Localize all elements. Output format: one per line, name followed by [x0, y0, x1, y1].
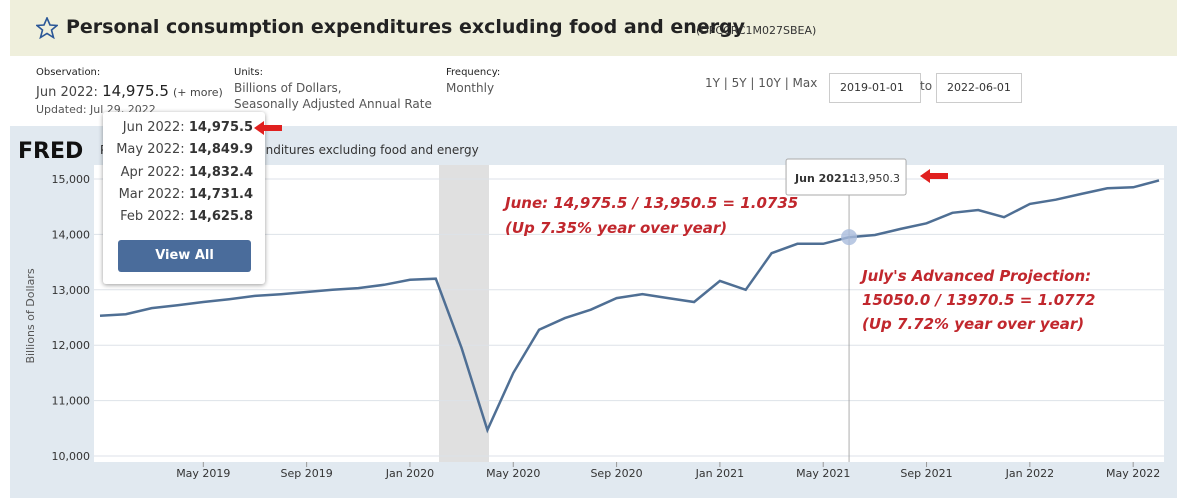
- x-tick-label: Jan 2022: [1005, 467, 1054, 480]
- tooltip-date: Jun 2021:: [794, 172, 854, 185]
- units-line1: Billions of Dollars,: [234, 81, 342, 95]
- y-tick-label: 15,000: [52, 173, 91, 186]
- x-tick-label: Sep 2020: [590, 467, 642, 480]
- annotation: June: 14,975.5 / 13,950.5 = 1.0735: [502, 194, 798, 212]
- series-id: (DPCCRC1M027SBEA): [696, 24, 817, 37]
- popup-date: Jun 2022:: [122, 120, 185, 135]
- obs-value: 14,975.5: [102, 82, 169, 100]
- freq-value: Monthly: [446, 81, 495, 95]
- annotation: (Up 7.72% year over year): [862, 315, 1084, 333]
- x-tick-label: Sep 2021: [900, 467, 952, 480]
- red-arrow: [254, 121, 282, 135]
- popup-value: 14,625.8: [188, 209, 253, 225]
- chart: FRED Personal consumption expenditures e…: [10, 126, 1177, 498]
- annotation: 15050.0 / 13970.5 = 1.0772: [862, 291, 1095, 309]
- obs-line: Jun 2022: 14,975.5 (+ more): [36, 82, 223, 100]
- obs-label: Observation:: [36, 67, 101, 78]
- range-to: to: [920, 79, 933, 93]
- x-tick-label: Jan 2021: [695, 467, 744, 480]
- y-tick-label: 14,000: [52, 228, 91, 241]
- end-date[interactable]: 2022-06-01: [936, 73, 1022, 103]
- units-label: Units:: [234, 67, 263, 78]
- popup-row: May 2022: 14,849.9: [103, 142, 253, 157]
- y-tick-label: 13,000: [52, 284, 91, 297]
- popup-row: Feb 2022: 14,625.8: [103, 209, 253, 224]
- view-all-button[interactable]: View All: [118, 240, 251, 272]
- hover-point: [841, 229, 858, 246]
- units-line2: Seasonally Adjusted Annual Rate: [234, 97, 432, 111]
- popup-value: 14,849.9: [188, 142, 253, 158]
- x-tick-label: Sep 2019: [281, 467, 333, 480]
- plot-area: [94, 165, 1164, 462]
- popup-row: Apr 2022: 14,832.4: [103, 165, 253, 180]
- start-date[interactable]: 2019-01-01: [829, 73, 921, 103]
- tooltip-value: 13,950.3: [851, 172, 900, 185]
- popup-date: Mar 2022:: [118, 186, 185, 202]
- obs-more[interactable]: (+ more): [173, 86, 223, 99]
- x-tick-label: May 2022: [1106, 467, 1160, 480]
- x-tick-label: May 2021: [796, 467, 850, 480]
- popup-row: Mar 2022: 14,731.4: [103, 187, 253, 202]
- popup-value: 14,832.4: [188, 164, 253, 180]
- popup-row: Jun 2022: 14,975.5: [103, 120, 253, 135]
- popup-value: 14,975.5: [188, 120, 253, 135]
- y-tick-label: 11,000: [52, 395, 91, 408]
- freq-label: Frequency:: [446, 67, 501, 78]
- y-tick-label: 12,000: [52, 339, 91, 352]
- x-tick-label: May 2019: [176, 467, 230, 480]
- annotation: (Up 7.35% year over year): [505, 219, 727, 237]
- series-line: [99, 179, 1160, 434]
- fred-logo: FRED: [18, 139, 83, 164]
- star-icon[interactable]: [36, 17, 58, 39]
- y-tick-label: 10,000: [52, 450, 91, 463]
- popup-date: Apr 2022:: [120, 164, 185, 180]
- recession-shading: [439, 165, 489, 462]
- popup-date: Feb 2022:: [120, 209, 185, 225]
- header-bar: Personal consumption expenditures exclud…: [10, 0, 1177, 56]
- obs-date: Jun 2022:: [36, 85, 98, 100]
- popup-date: May 2022:: [116, 142, 185, 158]
- range-buttons[interactable]: 1Y | 5Y | 10Y | Max: [705, 76, 818, 90]
- x-tick-label: Jan 2020: [385, 467, 434, 480]
- tooltip-box: [785, 158, 907, 196]
- y-axis-label: Billions of Dollars: [24, 268, 37, 363]
- annotation: July's Advanced Projection:: [859, 267, 1091, 285]
- x-tick-label: May 2020: [486, 467, 540, 480]
- red-arrow: [920, 169, 948, 183]
- popup-value: 14,731.4: [188, 186, 253, 202]
- series-title: Personal consumption expenditures exclud…: [66, 16, 746, 38]
